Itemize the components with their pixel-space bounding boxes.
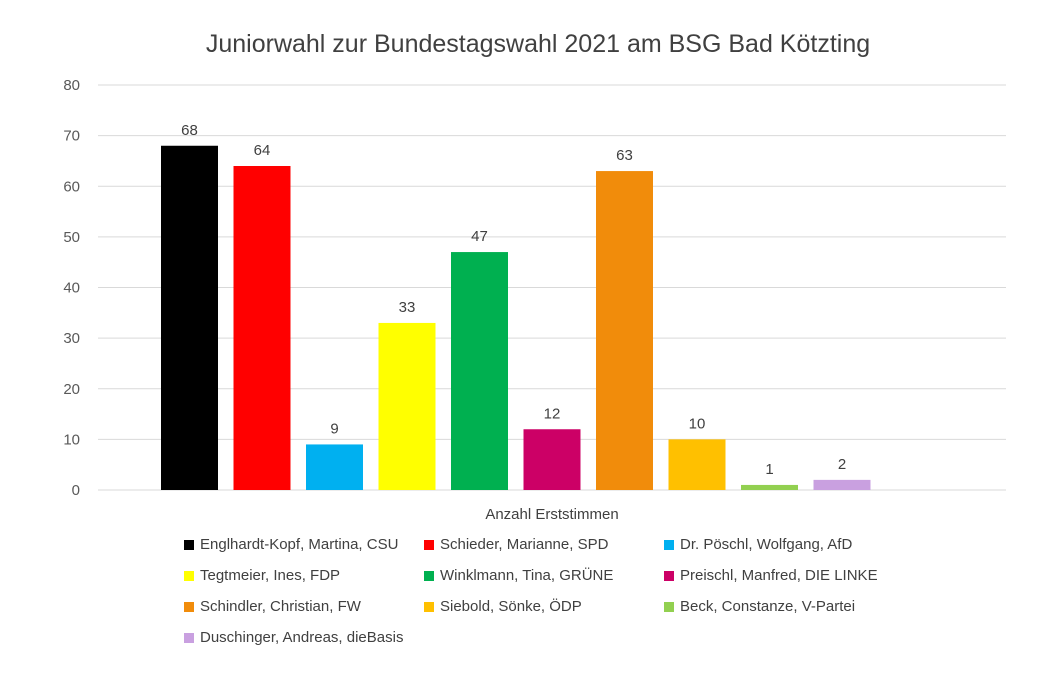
chart-title: Juniorwahl zur Bundestagswahl 2021 am BS… [205, 30, 871, 58]
legend-item: Schindler, Christian, FW [184, 598, 361, 615]
legend-swatch [424, 601, 434, 612]
legend-item: Preischl, Manfred, DIE LINKE [664, 567, 878, 584]
bar [596, 171, 653, 490]
legend-label: Duschinger, Andreas, dieBasis [200, 629, 404, 646]
bars [161, 145, 871, 490]
legend-swatch [664, 601, 674, 612]
data-label: 2 [838, 456, 846, 473]
legend-item: Winklmann, Tina, GRÜNE [424, 567, 613, 584]
y-tick-label: 80 [63, 77, 80, 94]
legend-item: Tegtmeier, Ines, FDP [184, 567, 340, 584]
legend-swatch [424, 539, 434, 550]
bar [523, 429, 581, 490]
legend-item: Duschinger, Andreas, dieBasis [184, 629, 403, 646]
legend-label: Englhardt-Kopf, Martina, CSU [200, 536, 399, 553]
y-tick-label: 30 [63, 330, 80, 347]
legend-label: Beck, Constanze, V-Partei [680, 598, 856, 615]
legend-item: Schieder, Marianne, SPD [424, 536, 608, 553]
bar [741, 484, 798, 490]
x-axis-label: Anzahl Erststimmen [485, 506, 618, 523]
legend-label: Dr. Pöschl, Wolfgang, AfD [680, 536, 853, 553]
data-label: 68 [181, 122, 198, 139]
legend-label: Winklmann, Tina, GRÜNE [440, 567, 614, 584]
legend-label: Schindler, Christian, FW [200, 598, 361, 615]
y-axis-ticks: 0 10 20 30 40 50 60 70 80 [63, 77, 80, 499]
data-label: 12 [544, 405, 561, 422]
y-tick-label: 60 [63, 178, 80, 195]
bar [378, 322, 436, 490]
y-tick-label: 50 [63, 229, 80, 246]
y-tick-label: 0 [72, 482, 80, 499]
data-label: 9 [330, 420, 338, 437]
y-tick-label: 70 [63, 128, 80, 145]
data-label: 47 [471, 228, 488, 245]
bar [306, 444, 363, 490]
legend-swatch [424, 570, 434, 581]
y-tick-label: 20 [63, 381, 80, 398]
legend-swatch [184, 539, 194, 550]
legend-label: Preischl, Manfred, DIE LINKE [680, 567, 878, 584]
legend-swatch [184, 601, 194, 612]
y-tick-label: 40 [63, 280, 80, 297]
bar [451, 252, 508, 490]
data-label: 33 [399, 299, 416, 316]
data-label: 63 [616, 147, 633, 164]
bar [161, 145, 218, 490]
legend-label: Schieder, Marianne, SPD [440, 536, 609, 553]
legend-item: Beck, Constanze, V-Partei [664, 598, 855, 615]
legend-swatch [184, 632, 194, 643]
bar [668, 439, 726, 490]
legend-swatch [664, 539, 674, 550]
legend-item: Siebold, Sönke, ÖDP [424, 598, 582, 615]
legend-swatch [184, 570, 194, 581]
legend-item: Dr. Pöschl, Wolfgang, AfD [664, 536, 852, 553]
legend-item: Englhardt-Kopf, Martina, CSU [184, 536, 398, 553]
legend-swatch [664, 570, 674, 581]
bar [233, 166, 291, 490]
y-tick-label: 10 [63, 431, 80, 448]
bar [813, 479, 871, 490]
data-label: 64 [254, 142, 271, 159]
legend-label: Siebold, Sönke, ÖDP [440, 598, 582, 615]
legend-label: Tegtmeier, Ines, FDP [200, 567, 341, 584]
data-label: 1 [765, 461, 773, 478]
data-label: 10 [689, 415, 706, 432]
